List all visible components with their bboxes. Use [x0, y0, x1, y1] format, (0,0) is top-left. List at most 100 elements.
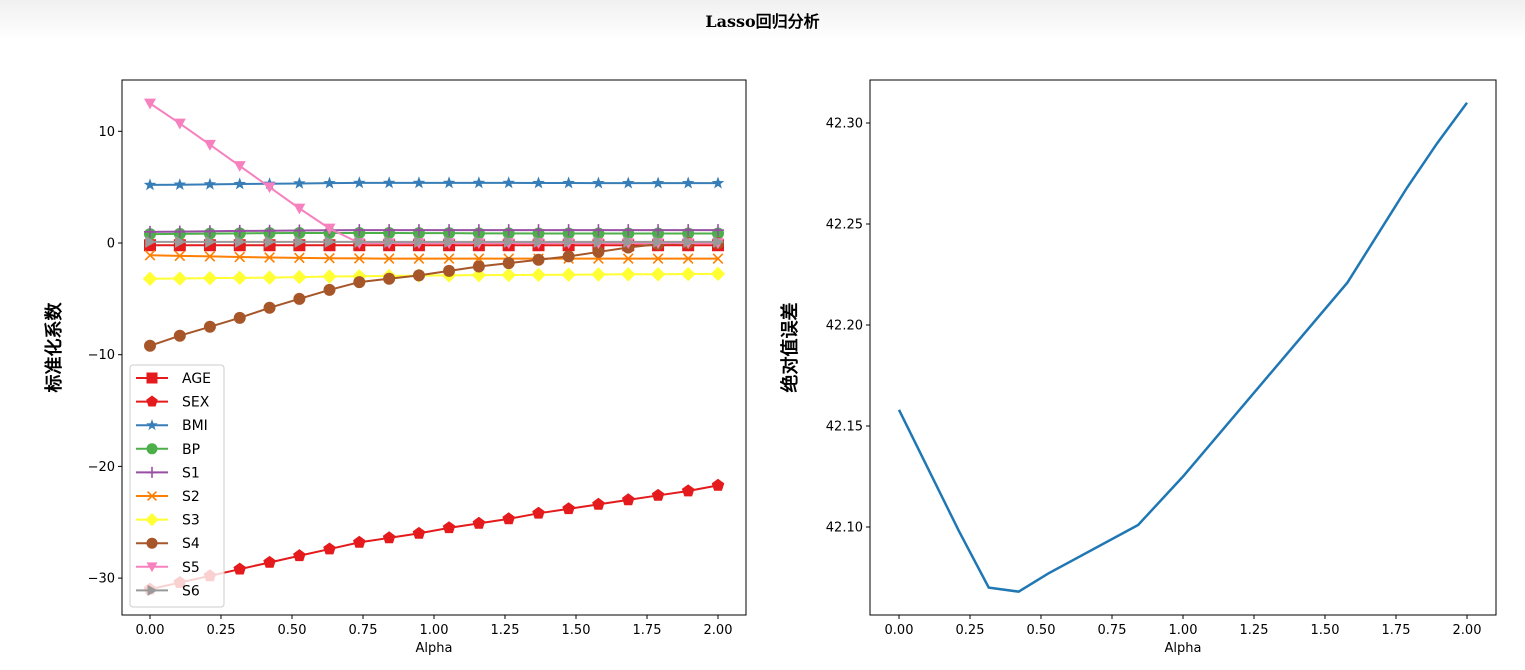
triangle-right-marker-icon: [563, 235, 575, 248]
circle-marker-icon: [203, 320, 216, 333]
triangle-down-marker-icon: [203, 139, 216, 151]
y-tick-label: 42.15: [826, 420, 863, 435]
series-bmi: [143, 176, 725, 191]
triangle-down-marker-icon: [144, 98, 156, 110]
plus-marker-icon: [592, 224, 605, 237]
legend-item-s4: S4: [136, 536, 200, 552]
x-marker-icon: [622, 253, 634, 265]
pentagon-marker-icon: [293, 549, 306, 562]
diamond-marker-icon: [680, 266, 696, 282]
x-tick-label: 0.25: [207, 623, 236, 638]
star-marker-icon: [146, 419, 158, 431]
plus-marker-icon: [472, 224, 485, 237]
plus-marker-icon: [712, 224, 724, 237]
x-tick-label: 0.50: [1027, 623, 1056, 638]
star-marker-icon: [233, 177, 247, 190]
triangle-down-marker-icon: [146, 562, 158, 573]
x-tick-label: 1.75: [1382, 623, 1411, 638]
circle-marker-icon: [263, 301, 276, 314]
star-marker-icon: [681, 176, 695, 189]
triangle-right-marker-icon: [234, 235, 246, 248]
pentagon-marker-icon: [562, 502, 575, 515]
y-tick-label: 42.30: [826, 117, 863, 132]
circle-marker-icon: [472, 260, 485, 273]
circle-marker-icon: [173, 329, 186, 342]
diamond-marker-icon: [471, 267, 487, 283]
x-marker-icon: [324, 252, 335, 264]
plus-marker-icon: [562, 224, 575, 237]
circle-marker-icon: [592, 245, 605, 258]
triangle-right-marker-icon: [354, 235, 366, 248]
pentagon-marker-icon: [146, 395, 158, 407]
x-tick-label: 2.00: [1453, 623, 1482, 638]
diamond-marker-icon: [621, 267, 636, 282]
plus-marker-icon: [412, 224, 425, 237]
x-marker-icon: [144, 249, 156, 261]
legend-item-age: AGE: [136, 371, 211, 387]
circle-marker-icon: [412, 269, 425, 282]
pentagon-marker-icon: [442, 521, 456, 534]
series-bp: [144, 226, 724, 241]
error-axes-frame: [869, 79, 1497, 616]
star-marker-icon: [323, 176, 336, 189]
plus-marker-icon: [383, 224, 396, 237]
plus-marker-icon: [443, 224, 456, 237]
triangle-right-marker-icon: [145, 235, 156, 248]
x-marker-icon: [147, 491, 157, 501]
star-marker-icon: [651, 176, 665, 189]
legend-item-s1: S1: [136, 465, 200, 481]
x-tick-label: 0.75: [349, 623, 378, 638]
pentagon-marker-icon: [681, 484, 695, 497]
x-tick-label: 1.00: [1169, 623, 1198, 638]
x-marker-icon: [383, 253, 395, 265]
legend-item-bmi: BMI: [136, 418, 208, 434]
diamond-marker-icon: [262, 270, 277, 285]
legend-item-sex: SEX: [136, 395, 210, 411]
x-tick-label: 2.00: [704, 623, 733, 638]
star-marker-icon: [502, 176, 515, 189]
pentagon-marker-icon: [412, 526, 426, 539]
plus-marker-icon: [263, 224, 276, 237]
plus-marker-icon: [622, 224, 635, 237]
figure-title: Lasso回归分析: [705, 12, 820, 31]
star-marker-icon: [442, 176, 456, 189]
plus-marker-icon: [203, 225, 216, 238]
x-marker-icon: [712, 253, 724, 265]
pentagon-marker-icon: [472, 516, 486, 529]
x-marker-icon: [174, 250, 186, 262]
y-tick-label: 42.10: [826, 521, 863, 536]
coef-plot-area: [142, 98, 726, 595]
star-marker-icon: [472, 176, 486, 189]
pentagon-marker-icon: [651, 488, 665, 501]
legend-item-s6: S6: [136, 583, 200, 599]
diamond-marker-icon: [531, 267, 546, 283]
triangle-down-marker-icon: [323, 223, 336, 235]
plus-marker-icon: [293, 224, 306, 237]
plus-marker-icon: [173, 225, 186, 238]
circle-marker-icon: [383, 272, 396, 285]
star-marker-icon: [382, 176, 396, 189]
series-sex: [143, 478, 725, 595]
star-marker-icon: [592, 176, 605, 189]
triangle-right-marker-icon: [623, 235, 635, 248]
diamond-marker-icon: [322, 269, 337, 284]
legend-label: S4: [182, 536, 200, 552]
error-x-axis-label: Alpha: [1165, 641, 1202, 656]
legend-label: S3: [182, 513, 200, 529]
x-marker-icon: [294, 252, 305, 264]
legend-item-bp: BP: [136, 442, 200, 458]
star-marker-icon: [562, 176, 575, 189]
series-s3: [142, 266, 726, 286]
y-tick-label: −20: [88, 460, 115, 475]
legend-label: BMI: [182, 418, 208, 434]
legend-label: SEX: [182, 395, 210, 411]
triangle-down-marker-icon: [173, 118, 186, 130]
series-s4: [144, 237, 724, 352]
circle-marker-icon: [532, 253, 545, 266]
legend-item-s5: S5: [136, 560, 200, 576]
circle-marker-icon: [144, 339, 156, 352]
star-marker-icon: [711, 176, 725, 189]
series-s6: [145, 235, 724, 248]
legend-item-s2: S2: [136, 489, 200, 505]
star-marker-icon: [353, 176, 366, 189]
